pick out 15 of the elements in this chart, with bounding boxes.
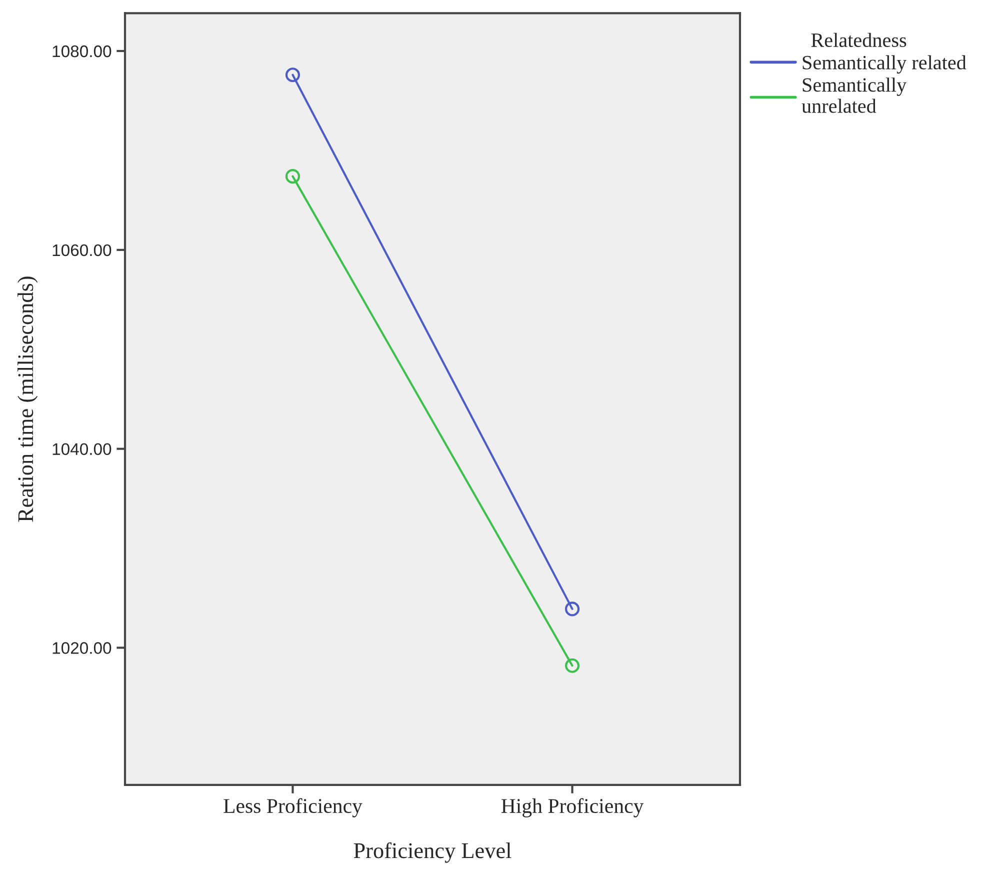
y-tick-label: 1040.00 — [52, 443, 112, 456]
point — [564, 658, 580, 673]
point — [285, 169, 300, 184]
point — [564, 602, 580, 616]
y-tick-label: 1020.00 — [52, 642, 112, 654]
x-tick-label: High Proficiency — [501, 798, 644, 818]
legend-label: Semantically unrelated — [802, 78, 907, 113]
x-tick-label: Less Proficiency — [224, 798, 362, 818]
y-tick-label: 1080.00 — [52, 45, 112, 58]
x-axis-title: Proficiency Level — [354, 842, 512, 863]
point — [285, 68, 300, 82]
legend-title: Relatedness — [811, 32, 906, 48]
y-axis-title: Reation time (milliseconds) — [18, 276, 38, 522]
y-tick-label: 1060.00 — [52, 244, 112, 256]
legend-label: Semantically related — [802, 55, 966, 74]
